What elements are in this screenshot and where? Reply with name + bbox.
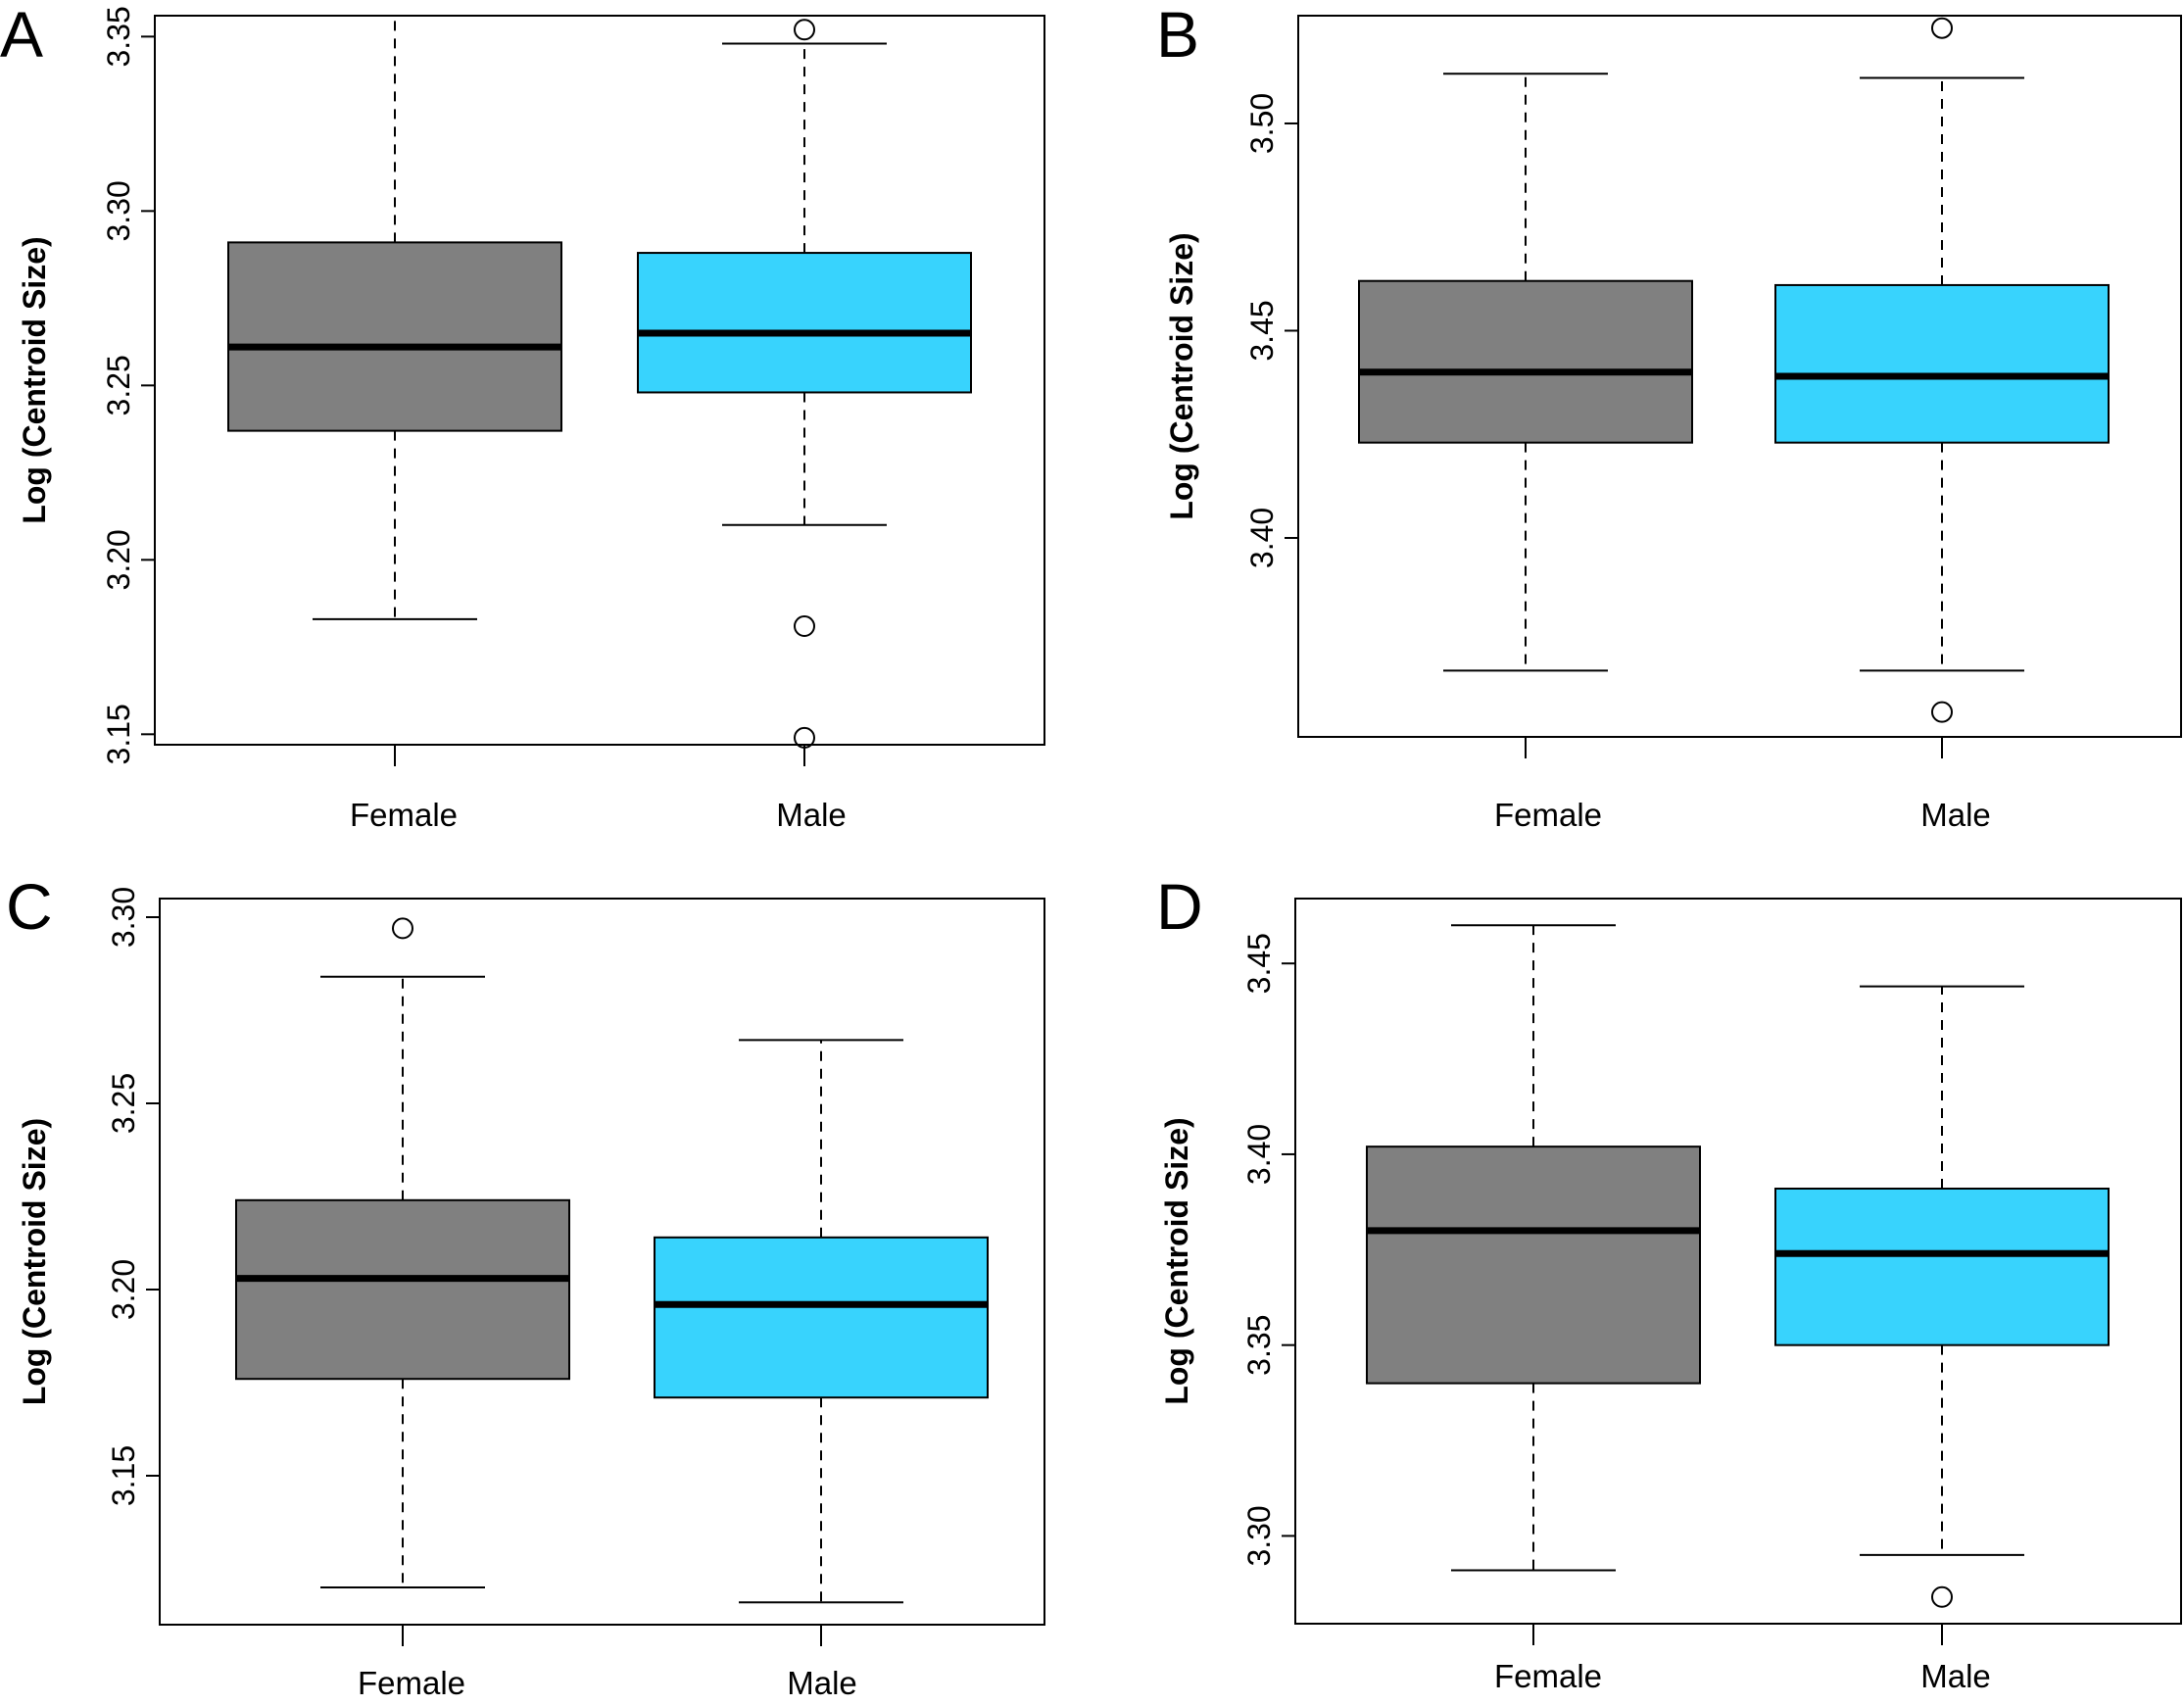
panel-c-letter: C (6, 870, 53, 943)
panel-a-x-label-male: Male (776, 797, 847, 833)
panel-a-female-iqr-box (227, 241, 562, 432)
panel-b: B Log (Centroid Size) 3.40 3.45 3.50 Female Ma… (1156, 0, 2182, 833)
panel-b-y-tick-label: 3.45 (1244, 300, 1280, 361)
panel-a-x-label-female: Female (350, 797, 458, 833)
panel-c-male-iqr-box (654, 1236, 989, 1399)
panel-b-letter: B (1156, 0, 1199, 71)
panel-a-y-tick-label: 3.35 (101, 6, 136, 67)
panel-b-y-tick-label: 3.40 (1244, 508, 1280, 568)
panel-c-y-axis-title: Log (Centroid Size) (17, 1118, 52, 1405)
panel-d-y-tick-label: 3.35 (1241, 1315, 1277, 1376)
panel-d-box-male (1774, 985, 2110, 1608)
panel-d-male-outlier (1931, 1585, 1953, 1608)
panel-b-y-tick-label: 3.50 (1244, 93, 1280, 154)
panel-d: D Log (Centroid Size) 3.30 3.35 3.40 3.45 Fema… (1156, 870, 2182, 1694)
panel-a-letter: A (0, 0, 43, 71)
panel-c-y-tick-label: 3.20 (106, 1259, 141, 1320)
panel-c-x-label-female: Female (358, 1665, 465, 1701)
panel-b-x-label-female: Female (1494, 797, 1602, 833)
panel-b-male-iqr-box (1774, 283, 2110, 444)
panel-c-female-outlier (392, 917, 413, 940)
panel-c: C Log (Centroid Size) 3.15 3.20 3.25 3.30 Fema… (6, 870, 1045, 1701)
panel-b-plot-frame (1297, 15, 2182, 738)
panel-b-y-axis-title: Log (Centroid Size) (1164, 232, 1199, 519)
panel-a-box-female (227, 15, 562, 620)
panel-d-y-tick-label: 3.30 (1241, 1505, 1277, 1566)
panel-c-box-male (654, 1039, 989, 1604)
panel-d-y-tick-label: 3.40 (1241, 1124, 1277, 1185)
panel-a-male-iqr-box (637, 252, 972, 394)
panel-c-plot-frame (159, 898, 1045, 1626)
panel-a-y-tick-label: 3.20 (101, 529, 136, 590)
panel-b-female-iqr-box (1358, 279, 1693, 444)
panel-d-y-axis-title: Log (Centroid Size) (1159, 1117, 1194, 1404)
panel-a-box-male (637, 19, 972, 749)
panel-a-y-tick-label: 3.25 (101, 355, 136, 415)
panel-c-y-tick-label: 3.15 (106, 1445, 141, 1506)
panel-c-x-label-male: Male (787, 1665, 857, 1701)
panel-d-x-label-female: Female (1494, 1658, 1602, 1694)
panel-b-x-label-male: Male (1920, 797, 1991, 833)
panel-d-male-iqr-box (1774, 1188, 2110, 1346)
panel-d-y-tick-label: 3.45 (1241, 933, 1277, 994)
panel-d-letter: D (1156, 870, 1203, 943)
panel-b-box-female (1358, 73, 1693, 672)
panel-d-box-female (1366, 924, 1701, 1572)
panel-b-male-outlier (1931, 17, 1953, 39)
panel-c-y-tick-label: 3.25 (106, 1073, 141, 1134)
panel-a: A Log (Centroid Size) 3.15 3.20 3.25 3.30 3.35… (0, 0, 1045, 833)
panel-c-box-female (235, 917, 570, 1588)
panel-a-y-tick-label: 3.30 (101, 180, 136, 241)
panel-a-plot-frame (154, 15, 1045, 746)
panel-a-male-outlier (794, 19, 815, 41)
panel-b-box-male (1774, 17, 2110, 723)
panel-d-plot-frame (1294, 898, 2182, 1625)
panel-b-male-outlier (1931, 701, 1953, 723)
panel-a-y-tick-label: 3.15 (101, 704, 136, 764)
panel-c-y-tick-label: 3.30 (106, 887, 141, 948)
panel-d-x-label-male: Male (1920, 1658, 1991, 1694)
panel-a-male-outlier (794, 614, 815, 637)
panel-c-female-iqr-box (235, 1198, 570, 1381)
panel-a-y-axis-title: Log (Centroid Size) (17, 236, 52, 523)
panel-d-female-iqr-box (1366, 1145, 1701, 1385)
